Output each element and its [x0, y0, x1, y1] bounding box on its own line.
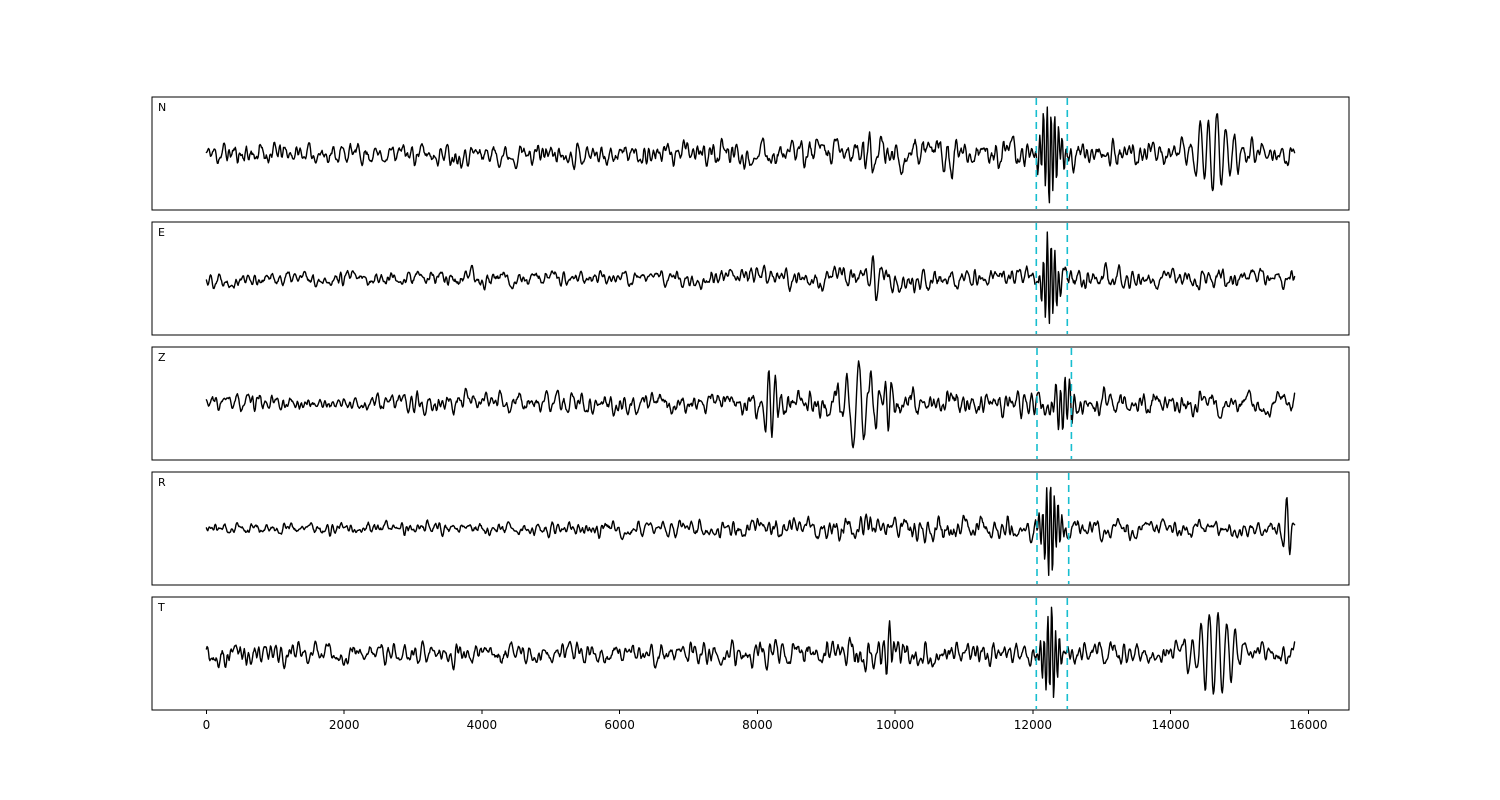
trace-Z: [205, 360, 1296, 449]
panel-N: N: [151, 96, 1350, 211]
panel-label-E: E: [158, 226, 165, 239]
x-tick-label: 10000: [876, 718, 914, 732]
panel-frame-T: [151, 596, 1350, 711]
panel-frame-R: [151, 471, 1350, 586]
panel-E: E: [151, 221, 1350, 336]
trace-N: [205, 106, 1296, 204]
x-tick-label: 6000: [604, 718, 635, 732]
panel-Z: Z: [151, 346, 1350, 461]
panel-R: R: [151, 471, 1350, 586]
panel-frame-Z: [151, 346, 1350, 461]
x-tick-label: 2000: [329, 718, 360, 732]
panel-frame-N: [151, 96, 1350, 211]
panel-T: T: [151, 596, 1350, 711]
panel-label-Z: Z: [158, 351, 166, 364]
panel-label-N: N: [158, 101, 166, 114]
x-tick-label: 8000: [742, 718, 773, 732]
x-tick-label: 0: [203, 718, 211, 732]
trace-R: [205, 486, 1296, 576]
x-tick-label: 16000: [1289, 718, 1327, 732]
panel-frame-E: [151, 221, 1350, 336]
x-tick-label: 4000: [467, 718, 498, 732]
trace-E: [205, 231, 1296, 325]
x-tick-label: 14000: [1152, 718, 1190, 732]
x-tick-label: 12000: [1014, 718, 1052, 732]
panel-label-R: R: [158, 476, 166, 489]
panel-label-T: T: [157, 601, 165, 614]
trace-T: [205, 606, 1296, 698]
